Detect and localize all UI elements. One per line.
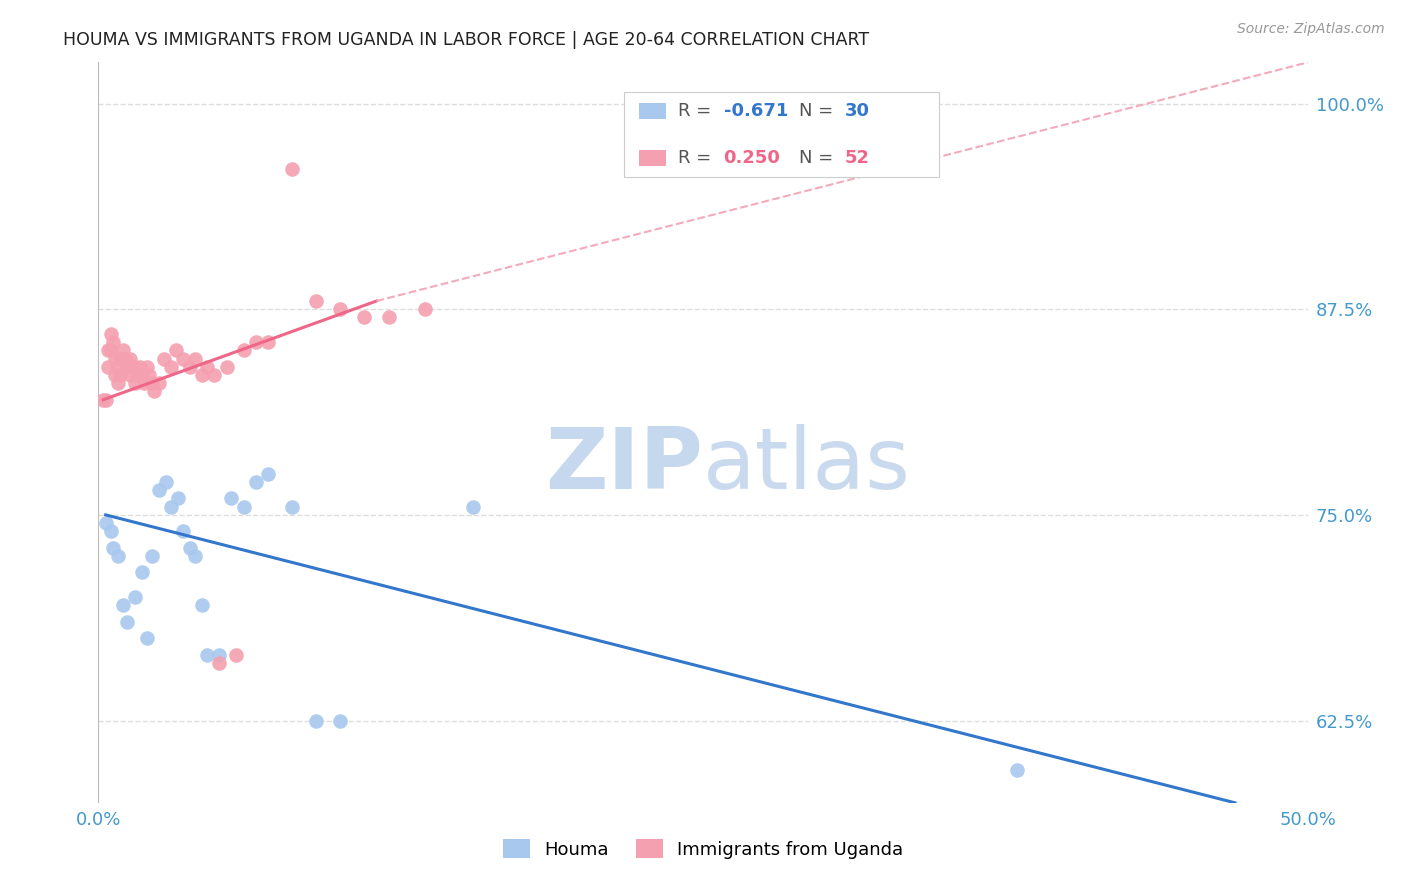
Point bbox=[256, 467, 278, 481]
Point bbox=[184, 351, 207, 366]
Text: ZIP: ZIP bbox=[546, 425, 703, 508]
Point bbox=[165, 343, 187, 358]
Point bbox=[1007, 763, 1029, 777]
Point bbox=[179, 359, 201, 374]
Point bbox=[152, 351, 174, 366]
Point bbox=[97, 359, 120, 374]
Point bbox=[160, 359, 183, 374]
Point bbox=[141, 549, 163, 563]
Point bbox=[121, 359, 143, 374]
Point bbox=[97, 343, 120, 358]
Point bbox=[100, 326, 122, 341]
Point bbox=[118, 368, 141, 382]
Point bbox=[94, 392, 117, 407]
Point bbox=[118, 351, 141, 366]
Point bbox=[104, 368, 127, 382]
Text: Source: ZipAtlas.com: Source: ZipAtlas.com bbox=[1237, 22, 1385, 37]
Point bbox=[172, 524, 194, 539]
Point bbox=[107, 359, 129, 374]
Text: -0.671: -0.671 bbox=[724, 103, 787, 120]
Point bbox=[143, 384, 166, 399]
Point bbox=[245, 335, 267, 350]
Point bbox=[221, 491, 243, 506]
Point bbox=[131, 368, 153, 382]
Point bbox=[281, 162, 304, 177]
Point bbox=[208, 656, 231, 670]
Point bbox=[329, 714, 352, 728]
Legend: Houma, Immigrants from Uganda: Houma, Immigrants from Uganda bbox=[494, 830, 912, 868]
Point bbox=[127, 368, 149, 382]
Point bbox=[232, 500, 254, 514]
Point bbox=[195, 648, 218, 662]
Point bbox=[135, 359, 157, 374]
Text: 0.250: 0.250 bbox=[724, 149, 780, 167]
Point bbox=[135, 632, 157, 646]
Point bbox=[101, 335, 124, 350]
Point bbox=[134, 376, 156, 391]
Point bbox=[128, 359, 150, 374]
Point bbox=[101, 541, 124, 555]
Point bbox=[107, 376, 129, 391]
Text: atlas: atlas bbox=[703, 425, 911, 508]
Point bbox=[155, 475, 177, 489]
Point bbox=[124, 359, 146, 374]
Point bbox=[184, 549, 207, 563]
Point bbox=[413, 302, 436, 317]
Point bbox=[94, 516, 117, 530]
Point bbox=[215, 359, 238, 374]
Point bbox=[353, 310, 375, 325]
Point bbox=[91, 392, 114, 407]
Point bbox=[256, 335, 278, 350]
Point bbox=[141, 376, 163, 391]
Point bbox=[172, 351, 194, 366]
Point bbox=[108, 351, 131, 366]
Point bbox=[191, 368, 214, 382]
Text: N =: N = bbox=[799, 103, 838, 120]
Point bbox=[204, 368, 226, 382]
Point bbox=[179, 541, 201, 555]
Point bbox=[329, 302, 352, 317]
Text: N =: N = bbox=[799, 149, 838, 167]
Point bbox=[117, 359, 139, 374]
Point bbox=[111, 351, 134, 366]
Text: 52: 52 bbox=[845, 149, 869, 167]
Point bbox=[107, 549, 129, 563]
Point bbox=[232, 343, 254, 358]
Point bbox=[208, 648, 231, 662]
Point bbox=[117, 615, 139, 629]
Point bbox=[245, 475, 267, 489]
Point bbox=[195, 359, 218, 374]
Point bbox=[148, 483, 170, 498]
Point bbox=[114, 351, 136, 366]
Text: 30: 30 bbox=[845, 103, 869, 120]
Point bbox=[225, 648, 247, 662]
Text: R =: R = bbox=[678, 103, 717, 120]
Bar bbox=[638, 103, 665, 120]
Point bbox=[148, 376, 170, 391]
Point bbox=[100, 343, 122, 358]
Point bbox=[138, 368, 160, 382]
Point bbox=[377, 310, 399, 325]
Point bbox=[111, 599, 134, 613]
Point bbox=[104, 351, 127, 366]
FancyBboxPatch shape bbox=[624, 92, 939, 178]
Point bbox=[305, 714, 328, 728]
Point bbox=[1139, 837, 1161, 851]
Point bbox=[111, 343, 134, 358]
Point bbox=[108, 368, 131, 382]
Point bbox=[160, 500, 183, 514]
Text: R =: R = bbox=[678, 149, 717, 167]
Bar bbox=[638, 150, 665, 166]
Point bbox=[191, 599, 214, 613]
Point bbox=[167, 491, 190, 506]
Point bbox=[124, 590, 146, 604]
Text: HOUMA VS IMMIGRANTS FROM UGANDA IN LABOR FORCE | AGE 20-64 CORRELATION CHART: HOUMA VS IMMIGRANTS FROM UGANDA IN LABOR… bbox=[63, 31, 869, 49]
Point bbox=[100, 524, 122, 539]
Point bbox=[463, 500, 485, 514]
Point bbox=[305, 293, 328, 308]
Point bbox=[281, 500, 304, 514]
Point bbox=[131, 566, 153, 580]
Point bbox=[124, 376, 146, 391]
